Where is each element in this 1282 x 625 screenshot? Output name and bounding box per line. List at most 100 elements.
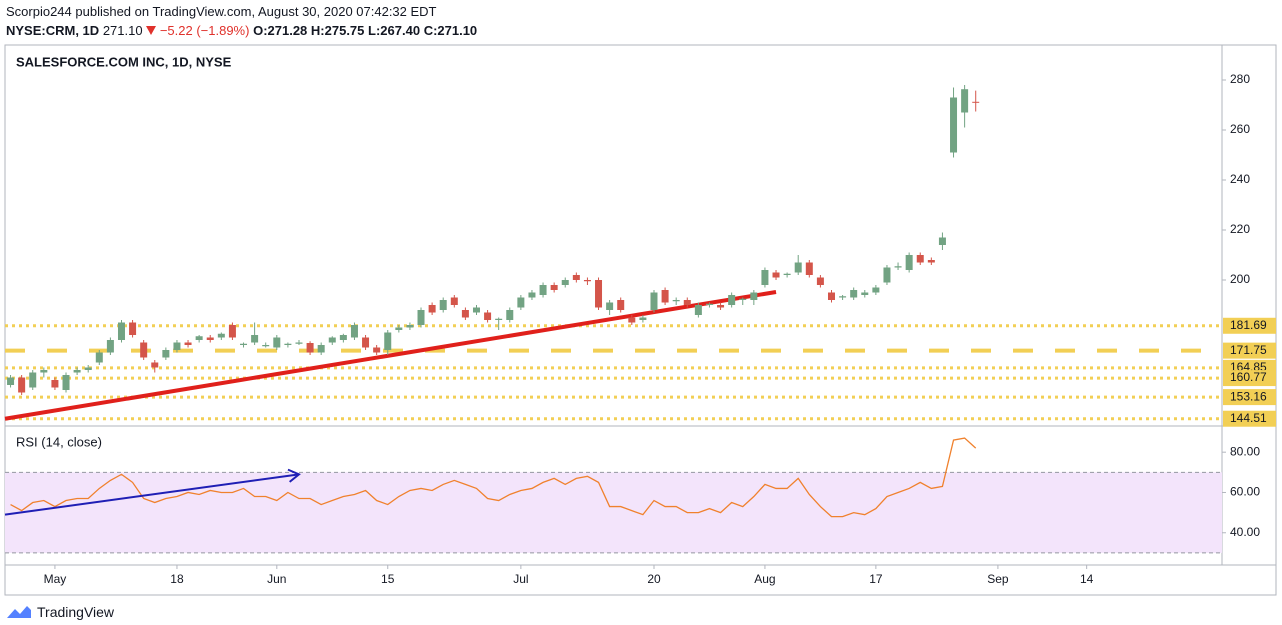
- level-label-bg: [1223, 342, 1276, 359]
- candle-body: [428, 305, 436, 313]
- y-tick-label: 200: [1230, 272, 1250, 286]
- candle-body: [317, 345, 325, 353]
- candle-body: [62, 375, 70, 390]
- candle-body: [328, 337, 336, 343]
- quote-line: NYSE:CRM, 1D 271.10 −5.22 (−1.89%) O:271…: [6, 21, 477, 40]
- candle-body: [772, 272, 780, 278]
- y-tick-label: 220: [1230, 222, 1250, 236]
- x-tick-label: 14: [1080, 572, 1094, 586]
- candle-body: [184, 342, 192, 345]
- candle-body: [151, 362, 159, 368]
- candle-body: [51, 380, 59, 388]
- candle-body: [950, 97, 958, 153]
- level-label: 144.51: [1230, 411, 1267, 425]
- candle-body: [406, 325, 414, 328]
- candle-body: [617, 300, 625, 310]
- candle-body: [583, 280, 591, 282]
- candle-body: [295, 342, 303, 344]
- level-label-bg: [1223, 410, 1276, 427]
- open: O:271.28: [253, 23, 308, 38]
- candle-body: [816, 277, 824, 285]
- rsi-line: [10, 437, 977, 518]
- candle-body: [273, 337, 281, 348]
- candle-body: [106, 340, 114, 353]
- candle-body: [461, 310, 469, 318]
- arrow-head: [287, 468, 301, 483]
- trendline: [4, 290, 777, 421]
- candle-body: [905, 255, 913, 270]
- candle-body: [384, 332, 392, 350]
- candle-body: [417, 310, 425, 325]
- y-tick-label: 240: [1230, 172, 1250, 186]
- candle-body: [472, 307, 480, 313]
- candle-body: [262, 345, 270, 347]
- candle-body: [251, 335, 259, 343]
- candle-body: [961, 89, 969, 113]
- candle-body: [683, 300, 691, 305]
- candle-body: [162, 350, 170, 358]
- candle-body: [206, 337, 214, 340]
- candle-body: [240, 343, 248, 345]
- candle-body: [661, 290, 669, 303]
- candle-body: [362, 337, 370, 348]
- header: Scorpio244 published on TradingView.com,…: [6, 2, 477, 40]
- y-tick-label: 80.00: [1230, 444, 1260, 458]
- publisher: Scorpio244 published on TradingView.com,…: [6, 4, 437, 19]
- candle-body: [484, 312, 492, 320]
- candle-body: [395, 327, 403, 330]
- candle-body: [306, 343, 314, 353]
- candle-body: [73, 370, 81, 373]
- candle-body: [938, 237, 946, 245]
- candle-body: [850, 290, 858, 298]
- candle-body: [739, 298, 747, 300]
- candle-body: [339, 335, 347, 340]
- candle-body: [373, 347, 381, 353]
- candle-body: [173, 342, 181, 350]
- candle-body: [595, 280, 603, 308]
- candle-body: [861, 292, 869, 295]
- candle-body: [694, 305, 702, 315]
- candle-body: [972, 101, 980, 103]
- candle-body: [916, 255, 924, 263]
- x-tick-label: Jul: [513, 572, 528, 586]
- level-label: 160.77: [1230, 370, 1267, 384]
- candle-body: [717, 305, 725, 308]
- x-tick-label: 20: [647, 572, 661, 586]
- candle-body: [894, 266, 902, 268]
- candle-body: [284, 343, 292, 345]
- candle-body: [506, 310, 514, 320]
- candle-body: [7, 377, 15, 385]
- x-tick-label: 15: [381, 572, 395, 586]
- y-tick-label: 60.00: [1230, 485, 1260, 499]
- candle-body: [639, 317, 647, 320]
- candle-body: [805, 262, 813, 275]
- logo: [7, 606, 31, 618]
- candle-body: [228, 325, 236, 338]
- candle-body: [450, 297, 458, 305]
- candle-body: [761, 270, 769, 285]
- candle-body: [528, 292, 536, 298]
- candle-body: [827, 292, 835, 300]
- candle-body: [140, 342, 148, 358]
- brand: TradingView: [37, 604, 115, 620]
- pane-title: RSI (14, close): [16, 434, 102, 449]
- candle-body: [95, 352, 103, 363]
- candle-body: [927, 260, 935, 263]
- x-tick-label: 17: [869, 572, 883, 586]
- candle-body: [872, 287, 880, 293]
- candle-body: [40, 370, 48, 373]
- symbol: NYSE:CRM, 1D: [6, 23, 100, 38]
- candle-body: [84, 367, 92, 370]
- y-tick-label: 280: [1230, 72, 1250, 86]
- candle-body: [728, 295, 736, 305]
- last: 271.10: [102, 23, 143, 38]
- high: H:275.75: [310, 23, 365, 38]
- rsi-band: [5, 472, 1222, 553]
- candle-body: [29, 372, 37, 388]
- level-label-bg: [1223, 389, 1276, 406]
- level-label: 171.75: [1230, 343, 1267, 357]
- candle-body: [705, 303, 713, 305]
- candle-body: [517, 297, 525, 308]
- candle-body: [217, 333, 225, 338]
- x-tick-label: May: [44, 572, 67, 586]
